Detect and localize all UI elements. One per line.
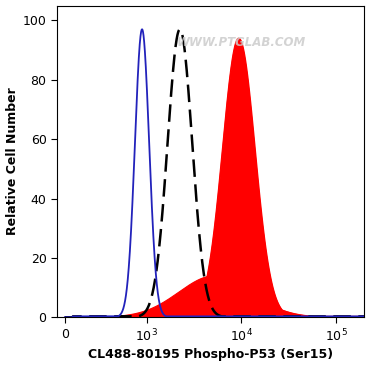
Y-axis label: Relative Cell Number: Relative Cell Number bbox=[6, 88, 18, 235]
Text: WWW.PTGLAB.COM: WWW.PTGLAB.COM bbox=[177, 36, 306, 50]
X-axis label: CL488-80195 Phospho-P53 (Ser15): CL488-80195 Phospho-P53 (Ser15) bbox=[88, 348, 333, 361]
